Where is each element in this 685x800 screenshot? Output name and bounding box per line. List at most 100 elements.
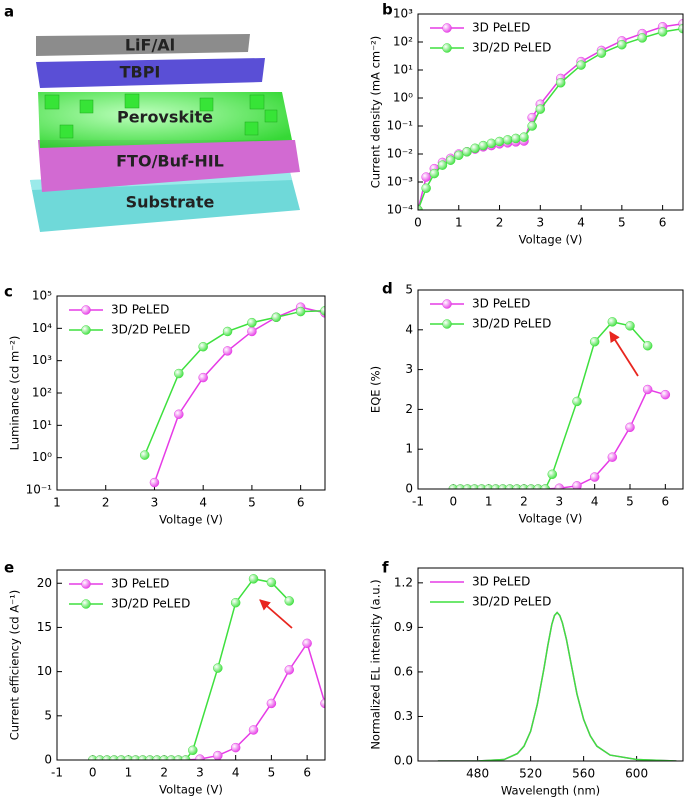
data-point [625,422,635,433]
layer-label: TBPI [120,63,161,82]
data-point [469,484,480,489]
x-axis-label: Voltage (V) [519,233,583,247]
plot-area [87,574,325,760]
axes-frame [56,569,326,761]
panel-label: c [4,283,13,301]
y-tick-label: 10³ [32,353,52,367]
series-line [437,611,677,761]
data-point [625,321,635,331]
data-point [213,750,223,760]
legend-label: 3D/2D PeLED [111,323,190,337]
legend-label: 3D/2D PeLED [472,41,551,55]
data-point [174,368,184,379]
data-point [519,484,529,489]
x-axis-label: Voltage (V) [159,513,223,527]
x-tick-label: 5 [626,495,634,509]
x-axis-label: Wavelength (nm) [501,784,600,798]
y-tick-label: 0 [405,482,413,496]
x-tick-label: 4 [199,496,207,510]
legend-marker [81,599,91,609]
data-point [320,698,325,709]
data-point [505,484,515,489]
data-point [139,450,150,460]
data-point [145,755,155,760]
data-point [87,755,98,760]
data-point [660,389,671,400]
series-line [453,321,649,489]
y-tick-label: 10⁴ [32,321,52,335]
data-point [102,755,112,760]
x-tick-label: 520 [519,767,542,781]
x-tick-label: -1 [412,495,424,509]
data-point [180,755,191,760]
legend-label: 3D PeLED [472,21,530,35]
y-tick-label: 5 [44,708,52,722]
data-point [498,484,508,489]
data-point [130,755,141,760]
layer-tbpi [36,58,265,88]
data-point [320,305,325,316]
plot-area [139,302,325,488]
layer-label: LiF/Al [125,36,175,55]
x-tick-label: 4 [577,216,585,230]
data-point [554,483,565,489]
panel-label: e [4,559,14,577]
data-point [266,577,277,588]
y-tick-label: 10⁵ [32,289,52,303]
data-point [533,484,543,489]
data-point [437,160,448,170]
y-tick-label: 2 [405,402,413,416]
data-point [421,183,431,193]
data-point [116,755,127,760]
data-point [642,340,653,351]
x-tick-label: 6 [662,495,670,509]
y-tick-label: 10⁻³ [387,175,414,189]
x-tick-label: 2 [496,216,504,230]
data-point [302,638,312,649]
y-tick-label: 10¹ [393,63,413,77]
data-point [476,484,487,489]
data-point [188,745,198,756]
data-point [555,78,566,88]
x-tick-label: 2 [160,766,168,780]
y-tick-label: 0.0 [394,754,413,768]
y-tick-label: 10³ [393,7,413,21]
y-tick-label: 10 [37,664,52,678]
data-point [589,472,600,482]
y-tick-label: 0.3 [394,709,413,723]
legend-marker [442,43,452,53]
data-point [454,150,464,161]
data-point [470,143,480,154]
data-point [637,33,647,43]
y-tick-label: 3 [405,362,413,376]
data-point [284,665,295,675]
x-tick-label: 480 [466,767,489,781]
x-tick-label: 1 [485,495,493,509]
x-tick-label: 3 [196,766,204,780]
x-tick-label: 2 [520,495,528,509]
x-axis-label: Voltage (V) [159,783,223,797]
data-point [418,205,423,210]
x-tick-label: 6 [297,496,305,510]
x-tick-label: 600 [625,767,648,781]
legend-label: 3D PeLED [111,577,169,591]
data-point [248,725,259,735]
x-tick-label: 3 [556,495,564,509]
data-point [166,755,177,760]
data-point [421,172,431,182]
legend-label: 3D PeLED [472,575,530,589]
y-tick-label: 15 [37,620,52,634]
data-point [95,755,105,760]
y-tick-label: 10⁰ [32,450,52,464]
data-point [502,135,513,145]
x-tick-label: 5 [268,766,276,780]
data-point [547,469,558,480]
legend-label: 3D/2D PeLED [472,317,551,331]
data-point [483,484,494,489]
panel-label: a [4,3,14,21]
annotation-arrow [609,331,639,377]
x-tick-label: 3 [536,216,544,230]
y-axis-label: Current density (mA cm⁻²) [369,36,383,189]
